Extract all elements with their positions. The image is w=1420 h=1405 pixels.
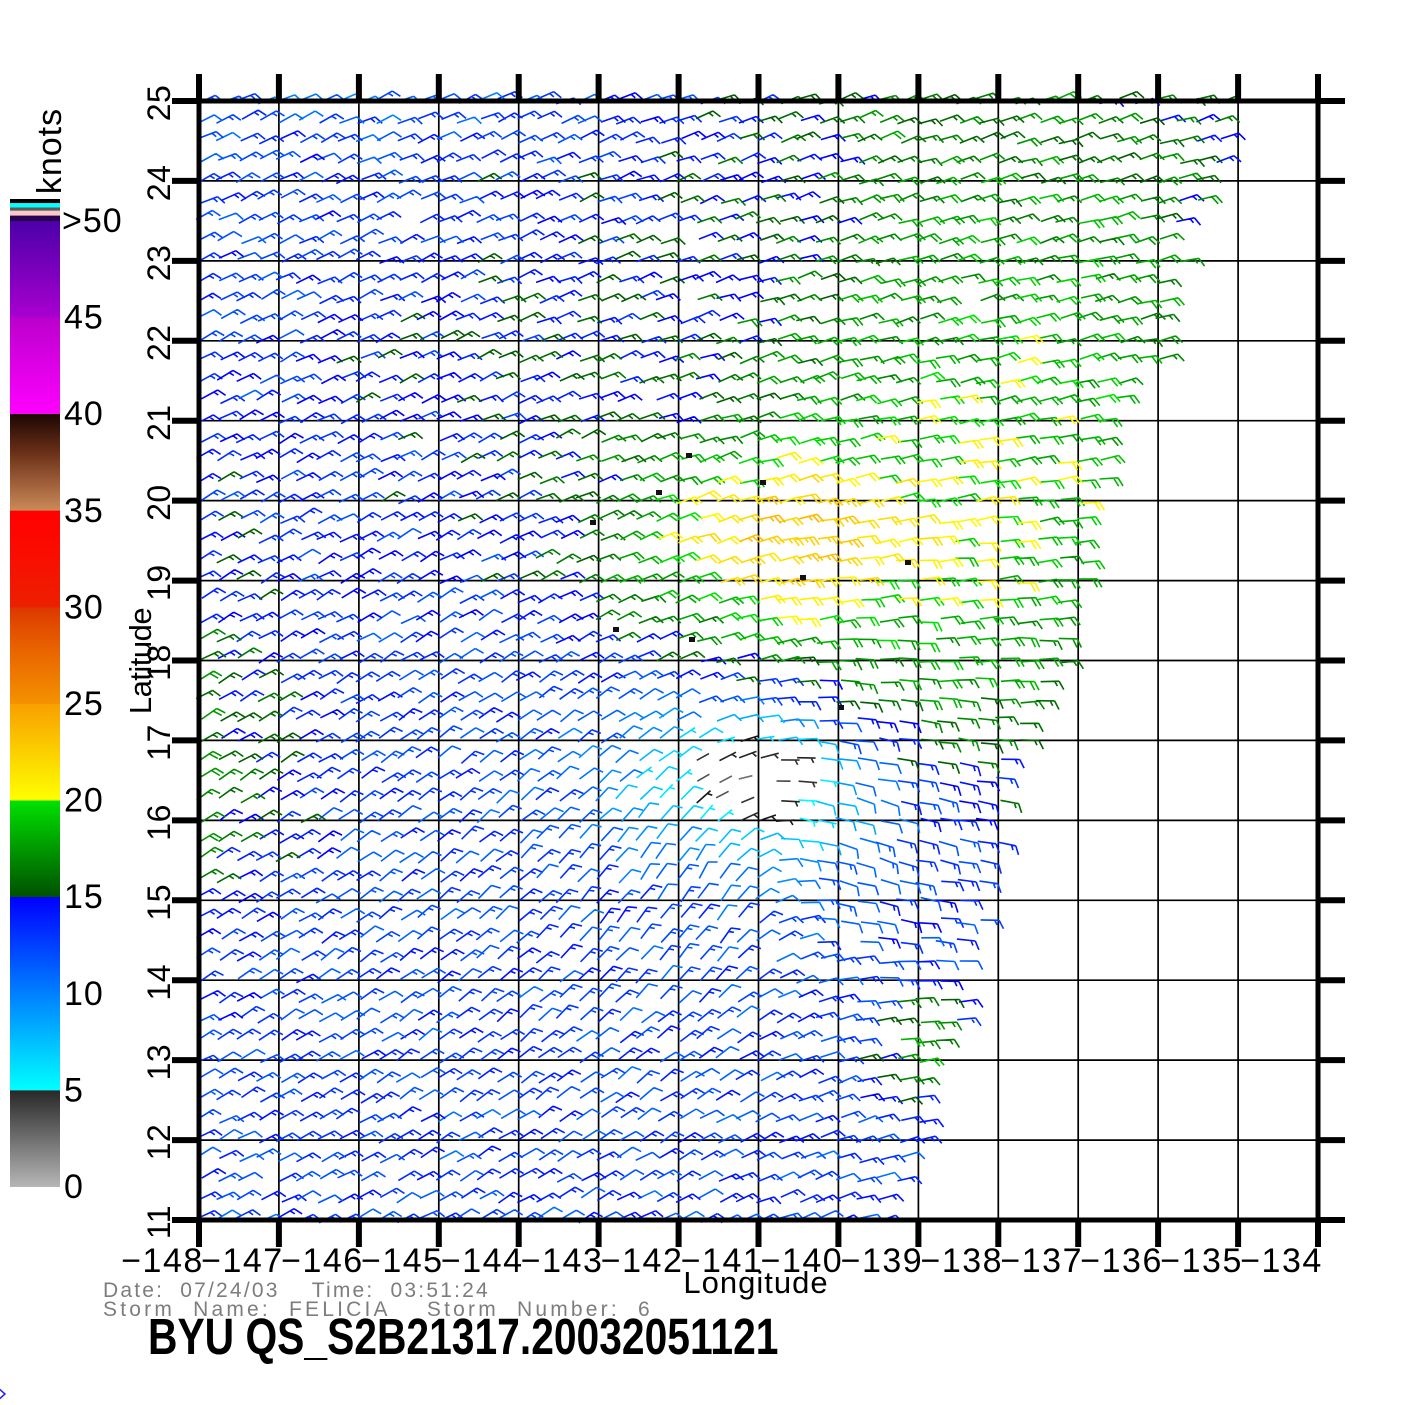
svg-text:−138: −138 [921, 1242, 1004, 1280]
svg-text:45: 45 [64, 299, 104, 337]
svg-text:−144: −144 [441, 1242, 524, 1280]
svg-text:14: 14 [141, 964, 177, 1001]
svg-text:−148: −148 [121, 1242, 204, 1280]
svg-text:11: 11 [141, 1205, 177, 1239]
svg-text:0: 0 [64, 1168, 84, 1206]
svg-text:Date: 07/24/03 Time: 03:5: Date: 07/24/03 Time: 03:51:24 [103, 1279, 490, 1302]
svg-text:−146: −146 [281, 1242, 364, 1280]
svg-text:−135: −135 [1160, 1242, 1243, 1280]
svg-text:24: 24 [141, 165, 177, 202]
svg-text:35: 35 [64, 492, 104, 530]
svg-text:−136: −136 [1080, 1242, 1163, 1280]
svg-text:30: 30 [64, 588, 104, 626]
svg-text:10: 10 [64, 975, 104, 1013]
svg-text:knots: knots [31, 108, 69, 194]
svg-text:18: 18 [141, 644, 177, 681]
svg-text:25: 25 [141, 85, 177, 122]
svg-text:BYU QS_S2B21317.20032051121: BYU QS_S2B21317.20032051121 [148, 1308, 778, 1365]
svg-text:−141: −141 [681, 1242, 764, 1280]
svg-text:−143: −143 [521, 1242, 604, 1280]
svg-text:25: 25 [64, 685, 104, 723]
svg-text:16: 16 [141, 804, 177, 841]
svg-text:40: 40 [64, 395, 104, 433]
svg-text:17: 17 [141, 724, 177, 761]
svg-text:20: 20 [141, 484, 177, 521]
svg-text:5: 5 [64, 1071, 84, 1109]
svg-text:−142: −142 [601, 1242, 684, 1280]
svg-text:23: 23 [141, 245, 177, 282]
svg-text:−139: −139 [841, 1242, 924, 1280]
svg-text:>50: >50 [62, 202, 123, 240]
svg-text:22: 22 [141, 325, 177, 362]
svg-text:19: 19 [141, 564, 177, 601]
svg-text:−137: −137 [1000, 1242, 1083, 1280]
svg-text:20: 20 [64, 782, 104, 820]
svg-text:−147: −147 [201, 1242, 284, 1280]
svg-text:15: 15 [141, 884, 177, 921]
svg-text:−134: −134 [1240, 1242, 1323, 1280]
svg-text:15: 15 [64, 878, 104, 916]
svg-text:Latitude: Latitude [123, 608, 158, 714]
svg-text:12: 12 [141, 1124, 177, 1161]
svg-text:Longitude: Longitude [683, 1265, 828, 1300]
svg-text:−145: −145 [361, 1242, 444, 1280]
svg-text:Storm Name: FELICIA Storm: Storm Name: FELICIA Storm Number: 6 [103, 1298, 653, 1321]
svg-text:13: 13 [141, 1044, 177, 1081]
svg-text:−140: −140 [761, 1242, 844, 1280]
svg-text:21: 21 [141, 404, 177, 441]
